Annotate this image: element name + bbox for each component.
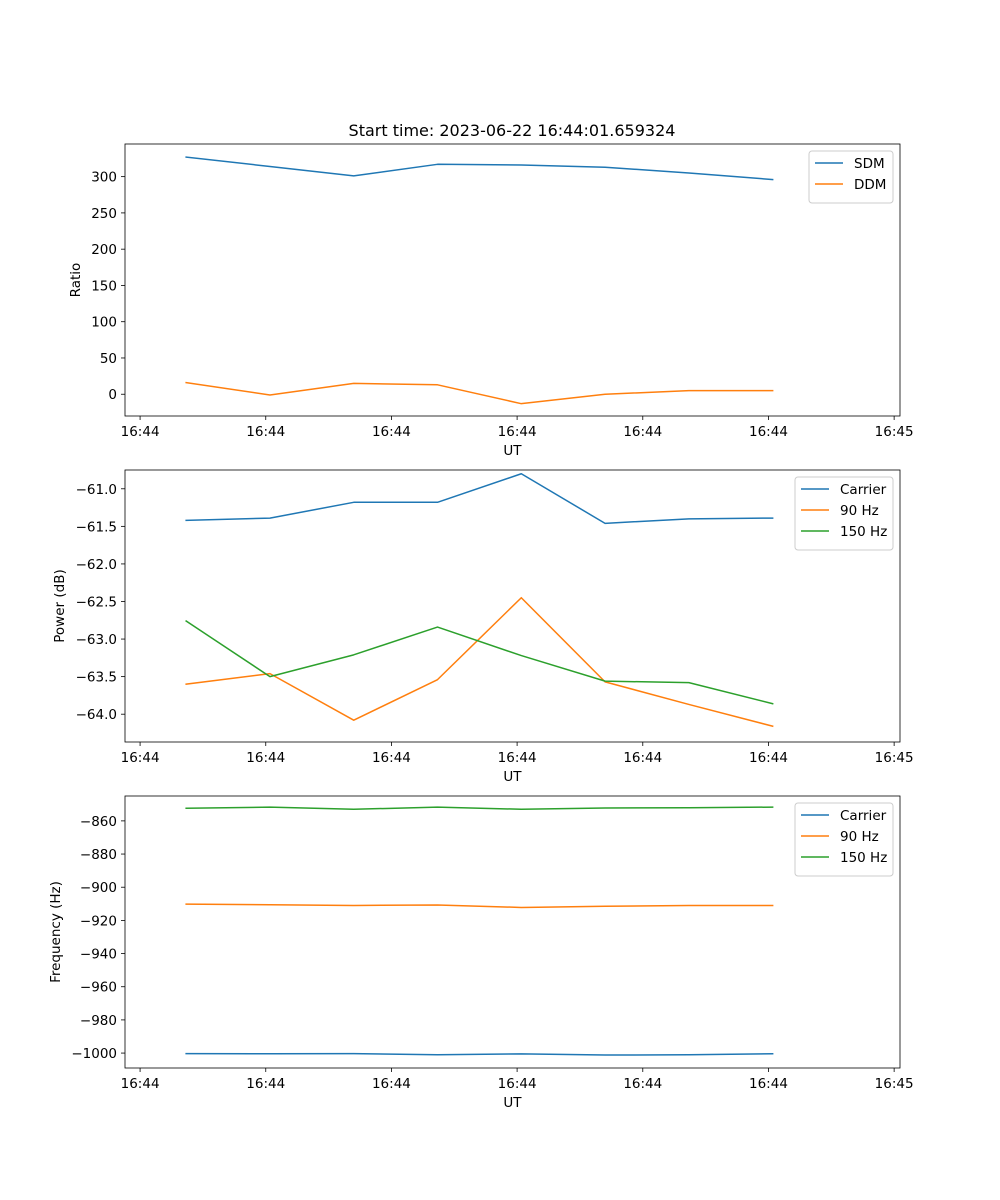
figure-title: Start time: 2023-06-22 16:44:01.659324	[349, 121, 676, 140]
legend: Carrier 90 Hz 150 Hz	[794, 802, 894, 877]
panels: 16:44 16:44 16:44 16:44 16:44 16:44 16:45 0 50 10…	[48, 143, 914, 1111]
axes-frame	[124, 795, 901, 1069]
y-tick-label: −61.0	[76, 482, 117, 498]
series-lines	[185, 806, 774, 1056]
series-line-150-hz	[185, 806, 774, 811]
x-tick-label: 16:44	[498, 750, 537, 766]
x-tick-label: 16:44	[498, 1076, 537, 1092]
y-tick-label: −960	[80, 980, 117, 996]
y-tick-label: −62.5	[76, 594, 117, 610]
axes-frame	[124, 469, 901, 743]
x-tick-label: 16:44	[121, 1076, 160, 1092]
x-tick-label: 16:45	[875, 750, 914, 766]
x-tick-label: 16:44	[623, 1076, 662, 1092]
panel-2: 16:44 16:44 16:44 16:44 16:44 16:44 16:45 −64.0…	[52, 469, 914, 785]
x-tick-label: 16:44	[246, 750, 285, 766]
y-axis-label: Ratio	[68, 263, 84, 298]
series-line-ddm	[185, 381, 774, 405]
x-tick-label: 16:44	[246, 424, 285, 440]
x-axis-label: UT	[503, 769, 522, 785]
legend: Carrier 90 Hz 150 Hz	[794, 476, 894, 551]
y-axis-label: Power (dB)	[52, 569, 68, 642]
x-tick-label: 16:44	[498, 424, 537, 440]
y-tick-label: −63.5	[76, 670, 117, 686]
y-tick-label: −900	[80, 880, 117, 896]
x-tick-label: 16:44	[372, 1076, 411, 1092]
y-tick-label: −880	[80, 847, 117, 863]
legend-label: 150 Hz	[840, 850, 887, 866]
series-line-90-hz	[185, 903, 774, 909]
x-tick-label: 16:44	[623, 750, 662, 766]
x-tick-label: 16:44	[246, 1076, 285, 1092]
y-tick-label: 200	[91, 242, 117, 258]
x-axis-label: UT	[503, 1095, 522, 1111]
series-line-carrier	[185, 1052, 774, 1056]
legend-label: DDM	[854, 177, 886, 193]
y-tick-label: −63.0	[76, 632, 117, 648]
y-tick-label: 0	[108, 387, 117, 403]
y-tick-label: 150	[91, 278, 117, 294]
series-line-sdm	[185, 156, 774, 181]
y-tick-label: 100	[91, 315, 117, 331]
legend-label: Carrier	[840, 482, 887, 498]
x-tick-label: 16:44	[121, 750, 160, 766]
legend-box	[808, 150, 894, 204]
panel-1: 16:44 16:44 16:44 16:44 16:44 16:44 16:45 0 50 10…	[68, 143, 914, 459]
x-axis-label: UT	[503, 443, 522, 459]
y-axis-label: Frequency (Hz)	[48, 881, 64, 983]
y-tick-label: 300	[91, 170, 117, 186]
series-lines	[185, 473, 774, 728]
series-line-150-hz	[185, 619, 774, 705]
y-tick-label: −940	[80, 947, 117, 963]
y-tick-label: −61.5	[76, 519, 117, 535]
x-tick-label: 16:44	[372, 424, 411, 440]
y-tick-label: −1000	[71, 1046, 117, 1062]
x-tick-label: 16:44	[749, 424, 788, 440]
legend-label: Carrier	[840, 808, 887, 824]
axes-frame	[124, 143, 901, 417]
x-tick-label: 16:44	[749, 1076, 788, 1092]
y-tick-label: 50	[100, 351, 117, 367]
y-tick-label: −860	[80, 814, 117, 830]
series-lines	[185, 156, 774, 405]
y-tick-label: −920	[80, 913, 117, 929]
legend-label: SDM	[854, 156, 885, 172]
x-tick-label: 16:44	[372, 750, 411, 766]
y-tick-label: −980	[80, 1013, 117, 1029]
x-tick-label: 16:45	[875, 1076, 914, 1092]
y-tick-label: −64.0	[76, 707, 117, 723]
series-line-carrier	[185, 473, 774, 525]
y-tick-label: 250	[91, 206, 117, 222]
x-tick-label: 16:44	[749, 750, 788, 766]
legend-label: 150 Hz	[840, 524, 887, 540]
x-tick-label: 16:44	[623, 424, 662, 440]
series-line-90-hz	[185, 596, 774, 728]
legend-label: 90 Hz	[840, 503, 879, 519]
legend-label: 90 Hz	[840, 829, 879, 845]
y-tick-label: −62.0	[76, 557, 117, 573]
legend: SDM DDM	[808, 150, 894, 204]
panel-3: 16:44 16:44 16:44 16:44 16:44 16:44 16:45 −1000…	[48, 795, 914, 1111]
x-tick-label: 16:45	[875, 424, 914, 440]
x-tick-label: 16:44	[121, 424, 160, 440]
